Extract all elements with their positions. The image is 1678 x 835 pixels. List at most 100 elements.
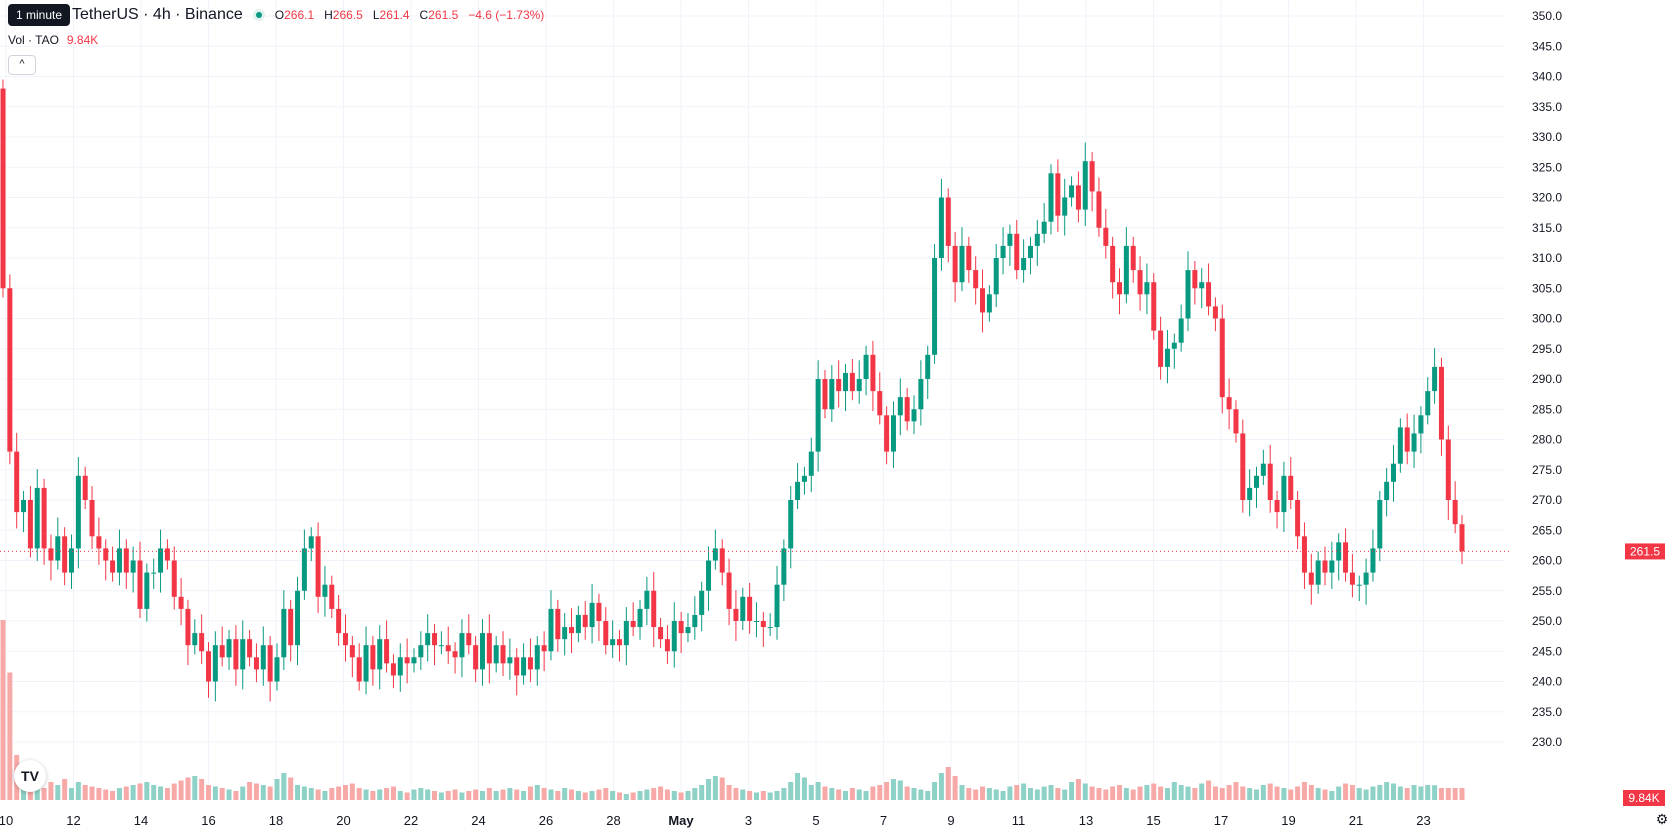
candle-body — [541, 645, 547, 652]
candle-body — [1199, 282, 1205, 289]
volume-value: 9.84K — [66, 33, 99, 47]
candle-body — [1027, 245, 1033, 258]
time-tick-label: 23 — [1416, 813, 1430, 828]
volume-bar — [281, 773, 287, 800]
volume-bar — [637, 791, 643, 800]
candle-body — [774, 584, 780, 628]
symbol-title[interactable]: TetherUS · 4h · Binance — [72, 6, 243, 23]
volume-bar — [479, 791, 485, 800]
candle-body — [1322, 560, 1328, 573]
volume-bar — [733, 788, 739, 800]
volume-bar — [1336, 786, 1342, 800]
volume-bar — [336, 786, 342, 800]
volume-bar — [630, 792, 636, 800]
candle-body — [1171, 342, 1177, 349]
candle-body — [1240, 433, 1246, 500]
price-tick-label: 280.0 — [1532, 433, 1562, 447]
candle-body — [452, 651, 458, 658]
candle-body — [623, 621, 629, 646]
volume-bar — [1274, 786, 1280, 800]
candle-body — [959, 245, 965, 283]
open-value: 266.1 — [284, 8, 315, 22]
volume-bar — [1082, 783, 1088, 800]
candle-body — [233, 639, 239, 670]
candle-body — [671, 621, 677, 652]
time-axis[interactable]: 10 12 14 16 18 20 22 24 26 28 May 3 5 7 9 11 13 15 17 19 21 2… — [0, 813, 1431, 828]
time-tick-label: 13 — [1079, 813, 1093, 828]
candle-body — [1048, 173, 1054, 222]
volume-bar — [1041, 786, 1047, 800]
volume-bar — [1397, 786, 1403, 800]
candle-body — [384, 639, 390, 664]
low-label: L — [372, 8, 380, 22]
volume-label[interactable]: Vol · TAO — [8, 33, 59, 47]
candle-body — [1363, 572, 1369, 585]
volume-bar — [1034, 789, 1040, 800]
candle-body — [651, 590, 657, 628]
candle-body — [849, 372, 855, 392]
volume-bar — [521, 791, 527, 800]
volume-bar — [1055, 788, 1061, 800]
time-tick-label: 9 — [947, 813, 954, 828]
volume-bar — [1123, 788, 1129, 800]
volume-bar — [658, 786, 664, 800]
price-tick-label: 320.0 — [1532, 191, 1562, 205]
volume-bar — [829, 788, 835, 800]
candle-body — [75, 475, 81, 549]
candle-body — [1185, 270, 1191, 319]
last-price-badge — [1625, 543, 1665, 560]
candle-body — [685, 627, 691, 634]
volume-bar — [301, 786, 307, 800]
candle-body — [315, 536, 321, 597]
chart-grid — [0, 0, 1505, 800]
time-tick-label: 26 — [539, 813, 553, 828]
collapse-legend-button[interactable]: ^ — [8, 55, 36, 75]
volume-bar — [1445, 788, 1451, 800]
candle-body — [1103, 227, 1109, 246]
volume-bar — [349, 783, 355, 800]
candle-body — [158, 548, 164, 573]
price-axis[interactable]: 230.0 235.0 240.0 245.0 250.0 255.0 260.0 265.0… — [1532, 9, 1562, 749]
tradingview-logo-icon[interactable]: TV — [14, 760, 46, 792]
volume-bar — [274, 779, 280, 800]
candle-body — [767, 627, 773, 629]
candle-body — [116, 548, 122, 573]
volume-bar — [411, 789, 417, 800]
candle-body — [890, 415, 896, 452]
settings-gear-icon[interactable]: ⚙ — [1655, 811, 1669, 827]
volume-bars — [0, 620, 1465, 800]
volume-bar — [1185, 786, 1191, 800]
candle-body — [1226, 397, 1232, 410]
candle-body — [1370, 548, 1376, 573]
price-tick-label: 330.0 — [1532, 130, 1562, 144]
candle-body — [7, 288, 13, 452]
market-status-icon[interactable] — [252, 9, 265, 21]
candle-body — [62, 536, 68, 573]
volume-bar — [582, 792, 588, 800]
volume-bar — [123, 786, 129, 800]
candle-body — [1247, 487, 1253, 500]
time-tick-label: 3 — [745, 813, 752, 828]
volume-bar — [322, 791, 328, 800]
candle-body — [1452, 500, 1458, 525]
volume-bar — [68, 788, 74, 800]
volume-bar — [993, 789, 999, 800]
time-tick-label: 10 — [0, 813, 13, 828]
candle-body — [1151, 282, 1157, 331]
volume-bar — [1260, 785, 1266, 800]
volume-bar — [569, 789, 575, 800]
volume-bar — [1377, 785, 1383, 800]
candle-body — [171, 560, 177, 597]
candle-body — [747, 596, 753, 621]
volume-bar — [911, 788, 917, 800]
volume-bar — [1404, 788, 1410, 800]
candle-body — [815, 379, 821, 452]
volume-bar — [719, 777, 725, 800]
volume-bar — [1438, 788, 1444, 800]
candles — [0, 79, 1465, 702]
candle-body — [1007, 233, 1013, 246]
volume-bar — [527, 786, 533, 800]
volume-bar — [1411, 785, 1417, 800]
volume-bar — [1459, 788, 1465, 800]
